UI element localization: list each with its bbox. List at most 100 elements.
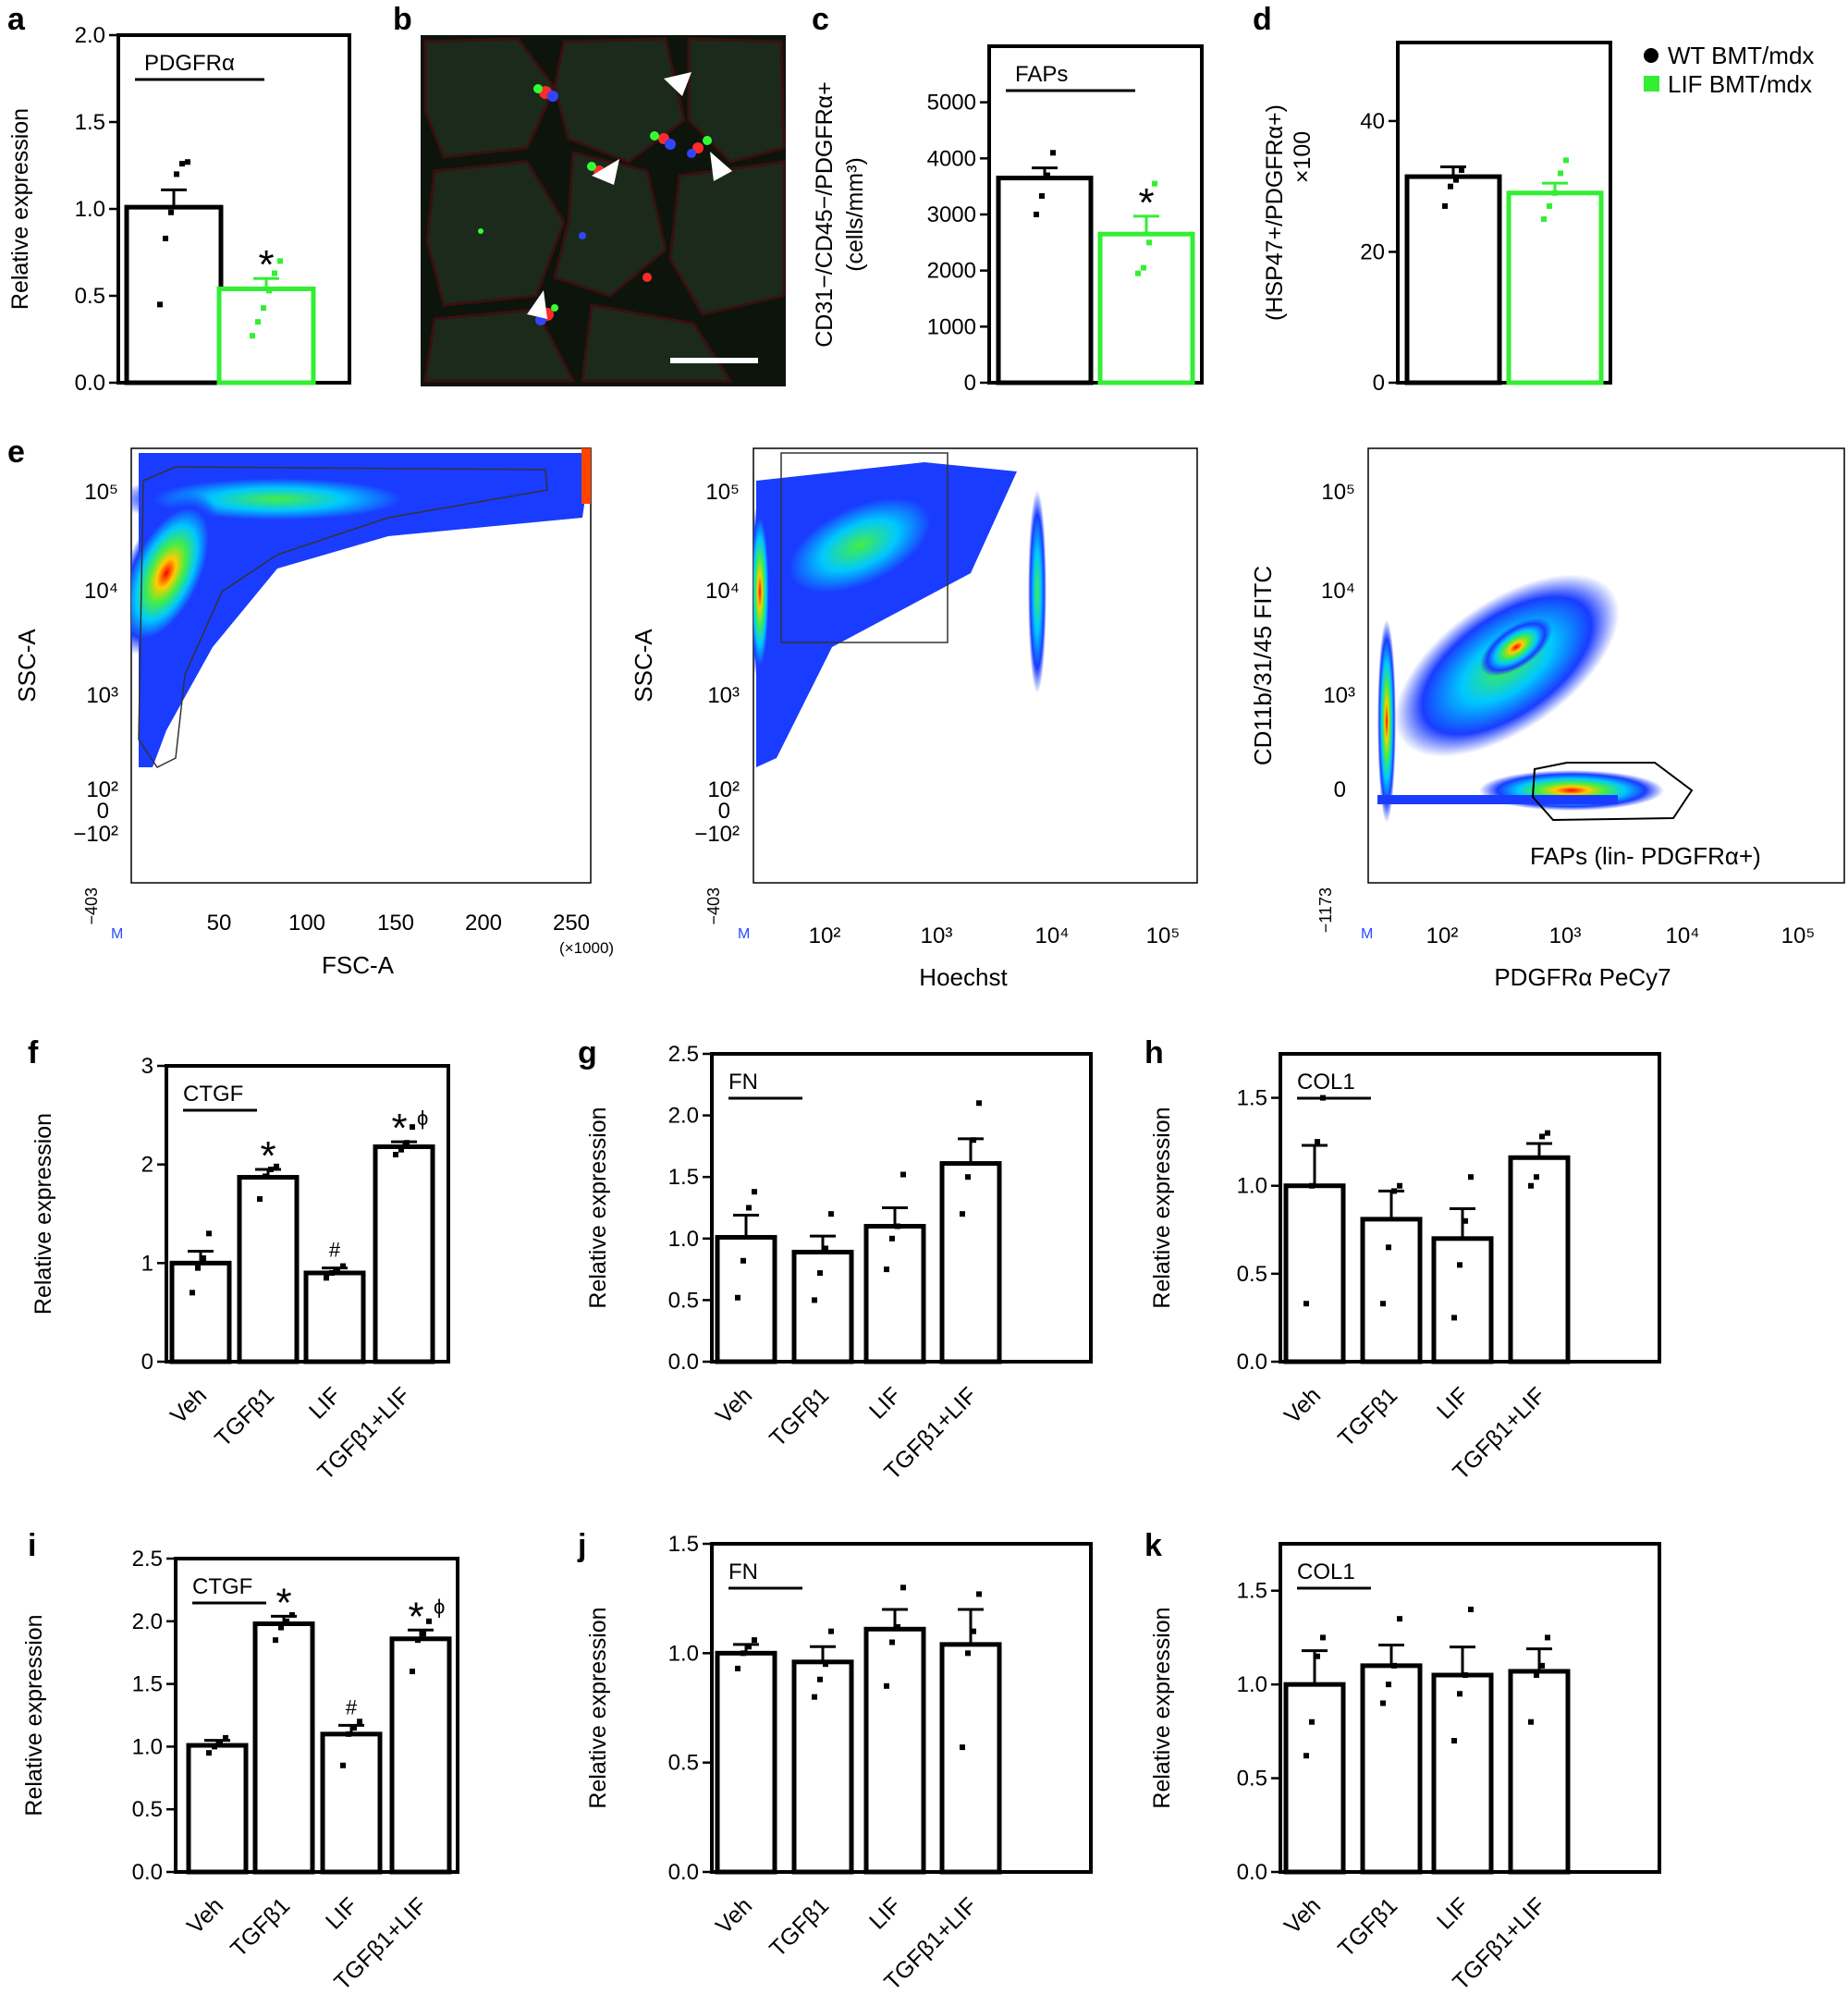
f2-ytick-1: 10⁴	[705, 579, 740, 604]
data-point	[426, 1618, 432, 1624]
data-point	[217, 1740, 223, 1746]
y-axis-label: Relative expression	[585, 1107, 611, 1308]
data-point	[960, 1211, 965, 1217]
y-tick-label: 1.0	[668, 1227, 699, 1252]
data-point	[1146, 239, 1152, 246]
data-point	[1468, 1174, 1474, 1180]
y-tick-label: 0.5	[1237, 1767, 1267, 1792]
data-point	[1457, 1691, 1462, 1697]
significance-star: *	[260, 1133, 275, 1179]
f1-xmin: M	[111, 926, 123, 942]
f1-ytick-1: 10⁴	[84, 579, 118, 604]
data-point	[410, 1124, 415, 1131]
gene-label: CTGF	[183, 1082, 243, 1107]
data-point	[340, 1263, 346, 1269]
y-tick-label: 1.5	[1237, 1086, 1267, 1111]
panel-letter-e: e	[7, 434, 25, 470]
bar-tgfb1	[1360, 1663, 1423, 1875]
data-point	[1380, 1700, 1386, 1707]
scale-bar	[670, 358, 758, 363]
data-point	[284, 1618, 289, 1624]
y-tick-label: 1.0	[1237, 1672, 1267, 1697]
data-point	[746, 1644, 752, 1650]
y-axis-label: Relative expression	[7, 108, 33, 310]
data-point	[185, 159, 190, 165]
data-point	[174, 171, 179, 177]
data-point	[735, 1665, 740, 1671]
f3-xmin: M	[1361, 926, 1373, 942]
significance-star: *	[258, 242, 274, 287]
microscopy-image	[421, 35, 786, 386]
y-tick-label: 0.0	[132, 1860, 163, 1885]
f3-ylabel: CD11b/31/45 FITC	[1249, 566, 1277, 765]
bar-lif	[1506, 190, 1604, 385]
data-point	[1534, 1672, 1539, 1678]
plot-frame	[174, 1557, 459, 1874]
y-tick-label: 2.5	[668, 1042, 699, 1067]
data-point	[895, 1223, 900, 1229]
y-tick-label: 0.0	[1237, 1350, 1267, 1375]
data-point	[1547, 202, 1552, 209]
category-label-tgfb1: TGFβ1	[1333, 1382, 1402, 1451]
f1-ytick-3: 10²	[86, 777, 118, 802]
f2-ytick-4: 0	[718, 799, 730, 824]
panel-letter-b: b	[393, 2, 412, 37]
y-tick-label: 1.0	[668, 1641, 699, 1666]
y-tick-label: 1	[141, 1251, 153, 1276]
data-point	[960, 1744, 965, 1751]
data-point	[1468, 1607, 1474, 1612]
y-axis-label-units: (cells/mm³)	[842, 157, 868, 272]
chart-c: 0 1000 2000 3000 4000 5000 CD31−/CD45−/PDGFRα+…	[812, 44, 1204, 396]
panel-letter-i: i	[28, 1528, 36, 1563]
y-axis-label: Relative expression	[1149, 1107, 1175, 1308]
f2-ylabel: SSC-A	[630, 629, 657, 703]
data-point	[335, 1266, 340, 1273]
data-point	[268, 1167, 274, 1172]
y-tick-label: 1.5	[75, 110, 105, 135]
data-point	[179, 161, 185, 167]
data-point	[1380, 1301, 1386, 1307]
f3-xtick-0: 10²	[1426, 924, 1459, 948]
category-label-tgfb1: TGFβ1	[765, 1382, 834, 1451]
y-tick-label: 2.0	[75, 23, 105, 48]
data-point	[415, 1637, 421, 1644]
bar-veh	[1283, 1682, 1346, 1875]
data-point	[263, 1173, 268, 1180]
data-point	[163, 235, 168, 241]
bar-tgfb1	[791, 1249, 854, 1364]
category-label-tgfb1: TGFβ1	[210, 1382, 279, 1451]
category-label-veh: Veh	[1279, 1892, 1326, 1939]
bar-tgfb1	[791, 1659, 854, 1875]
y-tick-label: 0.5	[668, 1751, 699, 1776]
category-label-lif: LIF	[321, 1892, 362, 1934]
data-point	[1451, 1315, 1457, 1321]
data-point	[976, 1591, 982, 1597]
data-point	[1034, 212, 1039, 217]
bar-veh	[1283, 1183, 1346, 1364]
data-point	[1541, 216, 1547, 223]
flow-axes: 10⁵ 10⁴ 10³ 10² 0 −10² −403 SSC-A M 50 1…	[13, 480, 1815, 991]
y-axis-label: (HSP47+/PDGFRα+)	[1262, 104, 1288, 321]
category-label-veh: Veh	[711, 1892, 757, 1939]
f2-xtick-1: 10³	[921, 924, 953, 948]
data-point	[1462, 1217, 1468, 1224]
data-point	[900, 1584, 906, 1591]
data-point	[1442, 202, 1448, 209]
significance-phi: ϕ	[417, 1107, 428, 1130]
f1-xtick-4: 250	[553, 911, 590, 936]
bar-veh	[715, 1234, 777, 1364]
y-tick-label: 20	[1360, 239, 1385, 264]
panel-letter-a: a	[7, 2, 26, 37]
gene-label: FN	[728, 1560, 758, 1584]
bar-tgfb1	[1360, 1217, 1423, 1364]
significance-phi: ϕ	[434, 1595, 445, 1618]
data-point	[1545, 1130, 1550, 1136]
data-point	[1539, 1133, 1545, 1140]
data-point	[1457, 1262, 1462, 1268]
data-point	[324, 1275, 329, 1281]
data-point	[1050, 150, 1056, 156]
bar-veh	[169, 1260, 232, 1364]
data-point	[889, 1235, 895, 1242]
bar-tgfb1	[237, 1175, 300, 1364]
significance-star: *	[275, 1580, 291, 1625]
